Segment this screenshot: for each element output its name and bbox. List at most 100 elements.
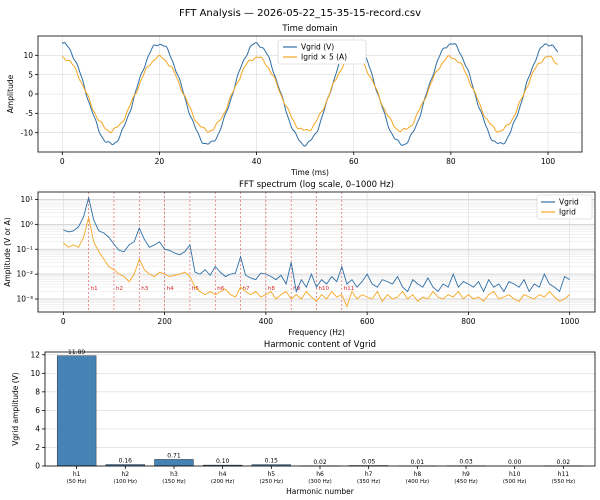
time-domain-chart: 0 20 40 60 80 100 -10 -5 0 5 10 Time domain Time (ms… [6,24,583,177]
series-line-igrid [63,217,570,308]
y-tick-label: 4 [35,425,40,434]
x-tick-label: 0 [61,317,66,326]
x-tick-label: h2 [121,471,129,478]
bar-value-label: 0.02 [557,459,571,466]
x-tick-label: h11 [558,471,570,478]
series-line-vgrid [61,41,559,147]
legend-box [277,39,367,65]
bar-value-label: 0.05 [362,459,376,466]
harmonic-marker-label: h10 [319,286,330,292]
x-tick-label: h5 [268,471,276,478]
legend-label: Vgrid (V) [301,43,334,52]
chart-title: Time domain [281,24,337,34]
legend: Vgrid (V)Igrid × 5 (A) [277,39,367,65]
harmonic-marker-label: h8 [268,286,275,292]
x-axis-label: Frequency (Hz) [288,328,345,337]
y-tick-label: 0 [35,462,40,471]
y-tick-label: 5 [28,70,33,79]
y-axis-label: Vgrid amplitude (V) [11,372,20,446]
x-tick-sublabel: (100 Hz) [114,479,138,485]
y-tick-label: 10⁻¹ [16,245,33,254]
bar-h1 [56,355,97,467]
x-tick-label: h8 [414,471,422,478]
bar-value-label: 0.03 [459,459,473,466]
y-tick-label: 6 [35,406,40,415]
x-tick-sublabel: (500 Hz) [503,479,527,485]
x-tick-label: 1000 [560,317,579,326]
bar-value-label: 0.01 [411,459,425,466]
chart-title: Harmonic content of Vgrid [264,340,376,350]
x-tick-label: 600 [360,317,375,326]
bar-h3 [154,459,194,467]
x-tick-label: 200 [157,317,172,326]
x-tick-label: 20 [155,157,165,166]
x-tick-sublabel: (300 Hz) [308,479,332,485]
y-tick-label: 10⁻² [16,270,33,279]
harmonic-marker-label: h2 [116,286,123,292]
axes-frame [37,191,596,313]
harmonic-marker-label: h6 [217,286,224,292]
x-tick-label: h6 [316,471,324,478]
series-line-vgrid [63,197,570,294]
x-tick-sublabel: (450 Hz) [454,479,478,485]
bar-value-label: 0.00 [508,459,522,466]
bar-value-label: 0.10 [216,458,230,465]
y-tick-label: 2 [35,443,40,452]
bar-value-label: 0.15 [265,458,279,465]
x-tick-sublabel: (150 Hz) [162,479,186,485]
harmonic-bar-chart: 11.890.160.710.10 0.15 0.02 0.05 0.01 0.03 0.0… [11,340,596,496]
figure-title: FFT Analysis — 2026-05-22_15-35-15-recor… [179,8,421,19]
x-tick-label: 100 [541,157,556,166]
x-tick-sublabel: (350 Hz) [357,479,381,485]
x-tick-label: 800 [461,317,476,326]
x-tick-label: h10 [509,471,521,478]
x-axis-label: Time (ms) [290,168,329,177]
harmonic-marker-label: h5 [192,286,199,292]
chart-title: FFT spectrum (log scale, 0–1000 Hz) [239,180,394,190]
x-tick-label: 80 [446,157,456,166]
y-tick-label: 0 [28,90,33,99]
y-tick-label: 10 [30,369,40,378]
y-tick-label: 10¹ [20,195,33,204]
y-tick-label: 10⁰ [20,220,33,229]
harmonic-marker-label: h11 [344,286,354,292]
x-tick-label: 40 [252,157,262,166]
bar-value-label: 0.02 [313,459,327,466]
x-tick-sublabel: (250 Hz) [260,479,284,485]
x-tick-sublabel: (50 Hz) [67,479,87,485]
y-tick-label: -5 [26,109,34,118]
x-tick-label: 400 [259,317,274,326]
x-tick-label: h4 [219,471,227,478]
x-tick-sublabel: (400 Hz) [406,479,430,485]
x-tick-label: 0 [60,157,65,166]
series-line-igrid [62,54,559,134]
y-tick-label: -10 [21,128,33,137]
y-axis-label: Amplitude [6,74,15,113]
axes-frame [44,351,596,467]
x-tick-label: h1 [73,471,81,478]
x-axis-label: Harmonic number [286,487,355,496]
legend-label: Igrid [559,208,576,217]
y-tick-label: 8 [35,387,40,396]
y-tick-label: 10 [23,51,33,60]
x-tick-label: h7 [365,471,373,478]
legend-box [536,194,593,220]
harmonic-marker-label: h1 [91,286,98,292]
harmonic-marker-label: h4 [167,286,174,292]
harmonic-marker-label: h7 [243,286,250,292]
legend-label: Vgrid [559,198,579,207]
legend-label: Igrid × 5 (A) [301,53,347,62]
x-tick-sublabel: (550 Hz) [552,479,576,485]
y-axis-label: Amplitude (V or A) [3,217,12,286]
x-tick-label: h3 [170,471,178,478]
y-tick-label: 12 [30,350,40,359]
x-tick-sublabel: (200 Hz) [211,479,235,485]
x-tick-label: 60 [349,157,359,166]
y-tick-label: 10⁻³ [16,295,33,304]
x-tick-label: h9 [462,471,470,478]
bar-value-label: 0.16 [119,458,133,465]
